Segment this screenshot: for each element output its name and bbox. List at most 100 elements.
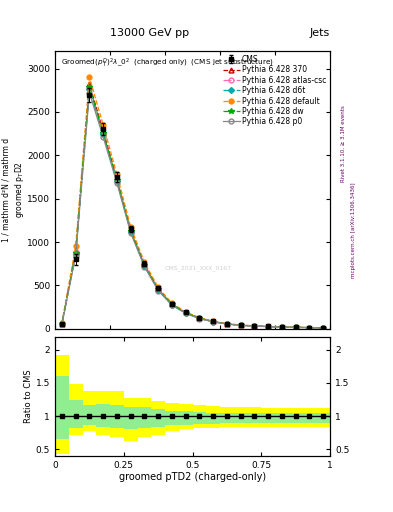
Bar bbox=[193, 406, 206, 428]
Line: Pythia 6.428 dw: Pythia 6.428 dw bbox=[59, 84, 326, 331]
Bar bbox=[69, 400, 83, 428]
Pythia 6.428 d6t bbox=[239, 322, 243, 328]
Pythia 6.428 default bbox=[197, 314, 202, 321]
Y-axis label: Ratio to CMS: Ratio to CMS bbox=[24, 369, 33, 423]
Legend: CMS, Pythia 6.428 370, Pythia 6.428 atlas-csc, Pythia 6.428 d6t, Pythia 6.428 de: CMS, Pythia 6.428 370, Pythia 6.428 atla… bbox=[221, 53, 328, 128]
Pythia 6.428 default bbox=[307, 325, 312, 331]
Pythia 6.428 atlas-csc bbox=[129, 228, 133, 234]
Pythia 6.428 atlas-csc bbox=[252, 323, 257, 329]
Text: CMS_2021_XXX_0167: CMS_2021_XXX_0167 bbox=[165, 265, 231, 270]
Pythia 6.428 370 bbox=[239, 322, 243, 328]
Pythia 6.428 atlas-csc bbox=[184, 310, 188, 316]
Pythia 6.428 dw bbox=[266, 324, 271, 330]
Bar bbox=[261, 408, 275, 426]
Pythia 6.428 d6t bbox=[73, 251, 78, 257]
Pythia 6.428 atlas-csc bbox=[101, 131, 105, 137]
Pythia 6.428 atlas-csc bbox=[307, 325, 312, 331]
Pythia 6.428 dw bbox=[142, 262, 147, 268]
Pythia 6.428 370 bbox=[170, 301, 174, 307]
Pythia 6.428 default bbox=[156, 285, 161, 291]
Pythia 6.428 370 bbox=[266, 324, 271, 330]
Pythia 6.428 370 bbox=[252, 323, 257, 329]
Pythia 6.428 dw bbox=[225, 321, 230, 327]
Pythia 6.428 dw bbox=[184, 310, 188, 316]
Pythia 6.428 dw bbox=[239, 322, 243, 328]
Pythia 6.428 d6t bbox=[142, 263, 147, 269]
Pythia 6.428 370 bbox=[225, 321, 230, 327]
Bar bbox=[124, 408, 138, 429]
Pythia 6.428 p0 bbox=[73, 253, 78, 259]
Bar bbox=[179, 404, 193, 429]
Pythia 6.428 atlas-csc bbox=[142, 262, 147, 268]
Line: Pythia 6.428 d6t: Pythia 6.428 d6t bbox=[60, 87, 325, 330]
Line: Pythia 6.428 370: Pythia 6.428 370 bbox=[59, 82, 326, 330]
Bar bbox=[193, 412, 206, 424]
Pythia 6.428 atlas-csc bbox=[60, 321, 64, 327]
Pythia 6.428 atlas-csc bbox=[211, 318, 216, 325]
Pythia 6.428 dw bbox=[280, 324, 285, 330]
Pythia 6.428 370 bbox=[321, 325, 326, 331]
Bar bbox=[83, 391, 96, 431]
Pythia 6.428 p0 bbox=[197, 315, 202, 322]
Bar bbox=[138, 397, 151, 437]
Pythia 6.428 d6t bbox=[101, 132, 105, 138]
Bar bbox=[220, 407, 234, 427]
Bar bbox=[55, 376, 69, 439]
Bar bbox=[206, 413, 220, 424]
Pythia 6.428 p0 bbox=[129, 230, 133, 236]
Bar bbox=[316, 413, 330, 422]
Pythia 6.428 d6t bbox=[156, 287, 161, 293]
Pythia 6.428 dw bbox=[129, 228, 133, 234]
Pythia 6.428 d6t bbox=[184, 310, 188, 316]
Line: Pythia 6.428 p0: Pythia 6.428 p0 bbox=[59, 91, 326, 330]
Pythia 6.428 atlas-csc bbox=[280, 324, 285, 330]
Bar bbox=[206, 406, 220, 428]
Pythia 6.428 p0 bbox=[211, 319, 216, 325]
Bar bbox=[138, 408, 151, 428]
Pythia 6.428 atlas-csc bbox=[293, 324, 298, 330]
Bar bbox=[110, 405, 124, 428]
Bar bbox=[289, 408, 303, 426]
Text: mcplots.cern.ch [arXiv:1306.3436]: mcplots.cern.ch [arXiv:1306.3436] bbox=[351, 183, 356, 278]
Pythia 6.428 d6t bbox=[293, 324, 298, 330]
Pythia 6.428 370 bbox=[87, 81, 92, 87]
Bar bbox=[96, 404, 110, 426]
Pythia 6.428 default bbox=[239, 322, 243, 328]
Bar bbox=[275, 408, 289, 426]
Bar bbox=[289, 413, 303, 422]
Text: Groomed$(p_T^D)^2\lambda\_0^2$  (charged only)  (CMS jet substructure): Groomed$(p_T^D)^2\lambda\_0^2$ (charged … bbox=[61, 57, 274, 70]
Pythia 6.428 370 bbox=[280, 324, 285, 330]
Pythia 6.428 p0 bbox=[239, 323, 243, 329]
Pythia 6.428 atlas-csc bbox=[239, 322, 243, 328]
Bar bbox=[151, 401, 165, 435]
Pythia 6.428 default bbox=[73, 243, 78, 249]
Pythia 6.428 default bbox=[170, 300, 174, 306]
Bar bbox=[220, 413, 234, 423]
Bar bbox=[275, 413, 289, 422]
Line: Pythia 6.428 atlas-csc: Pythia 6.428 atlas-csc bbox=[59, 85, 326, 330]
Bar bbox=[248, 413, 261, 423]
Bar bbox=[234, 413, 248, 423]
Pythia 6.428 atlas-csc bbox=[115, 177, 119, 183]
Pythia 6.428 default bbox=[184, 309, 188, 315]
Pythia 6.428 370 bbox=[101, 128, 105, 134]
Pythia 6.428 p0 bbox=[321, 325, 326, 331]
Pythia 6.428 dw bbox=[156, 286, 161, 292]
Pythia 6.428 default bbox=[87, 74, 92, 80]
Pythia 6.428 dw bbox=[87, 83, 92, 90]
Pythia 6.428 default bbox=[280, 324, 285, 330]
Line: Pythia 6.428 default: Pythia 6.428 default bbox=[59, 75, 326, 330]
Pythia 6.428 default bbox=[293, 324, 298, 330]
Pythia 6.428 370 bbox=[73, 248, 78, 254]
Pythia 6.428 atlas-csc bbox=[156, 287, 161, 293]
Pythia 6.428 d6t bbox=[129, 228, 133, 234]
Pythia 6.428 d6t bbox=[60, 321, 64, 327]
Pythia 6.428 d6t bbox=[170, 302, 174, 308]
Pythia 6.428 d6t bbox=[197, 315, 202, 322]
Pythia 6.428 dw bbox=[73, 250, 78, 256]
Pythia 6.428 atlas-csc bbox=[170, 302, 174, 308]
Text: Rivet 3.1.10, ≥ 3.1M events: Rivet 3.1.10, ≥ 3.1M events bbox=[341, 105, 346, 182]
Pythia 6.428 default bbox=[101, 122, 105, 128]
Bar bbox=[96, 391, 110, 435]
Pythia 6.428 370 bbox=[115, 176, 119, 182]
